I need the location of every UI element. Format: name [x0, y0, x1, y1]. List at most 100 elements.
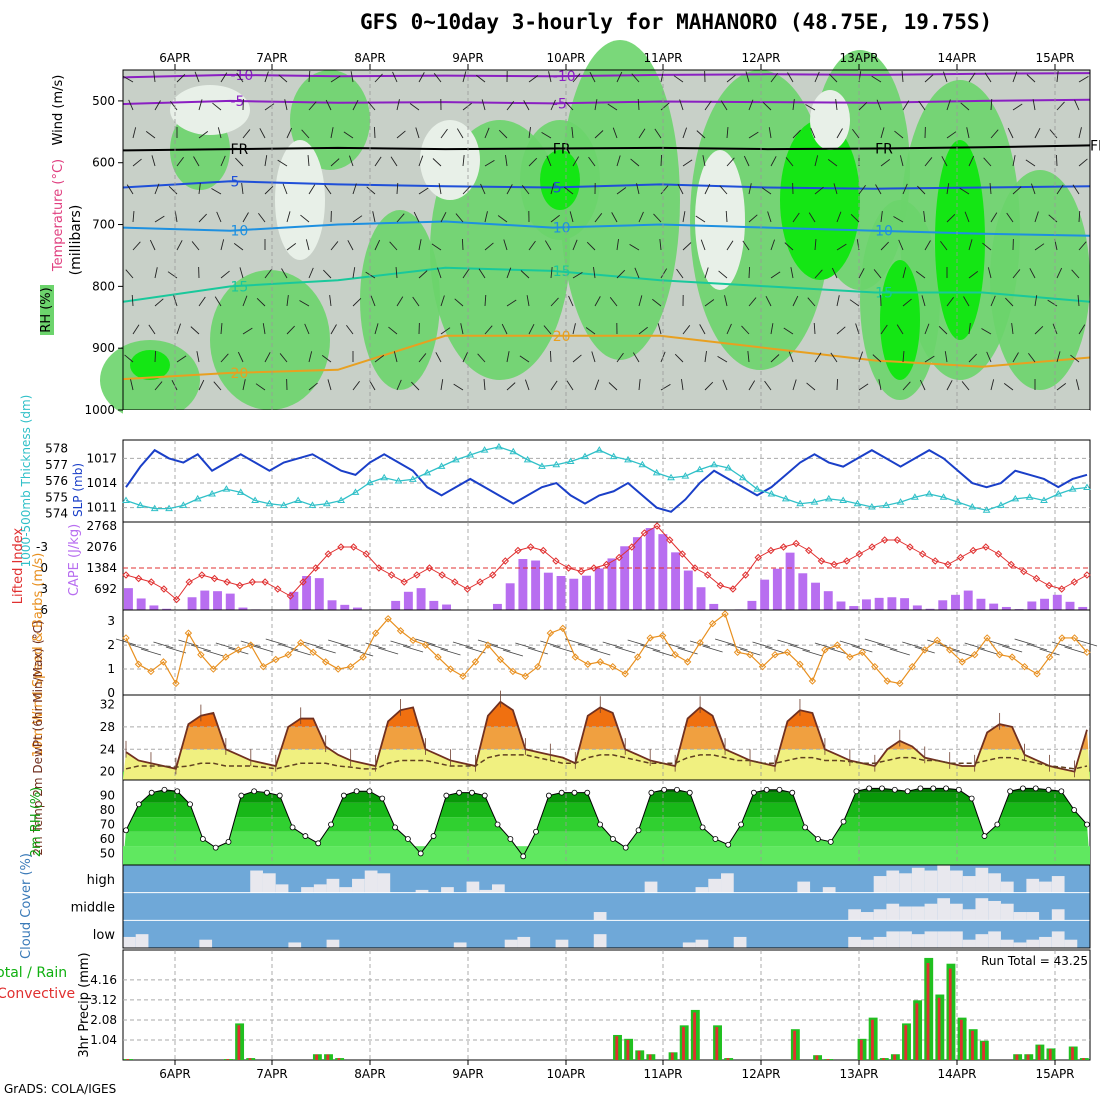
rh-legend-swatch: [40, 285, 54, 335]
wind-barb-10m: [702, 645, 723, 653]
wind-barb: [611, 212, 618, 223]
wind-barb: [241, 183, 244, 195]
wind-barb: [586, 241, 596, 251]
wind-barb: [550, 183, 555, 195]
wind-barb: [634, 267, 640, 279]
wind-barb: [1028, 352, 1036, 363]
wind-barb: [564, 186, 574, 195]
wind-barb: [456, 128, 464, 139]
wind-barb-10m: [1076, 639, 1098, 647]
precip-convective-bar: [904, 1025, 908, 1060]
thickness-marker: [423, 468, 432, 476]
cloud-low-bar: [682, 942, 696, 948]
wind-barb-10m: [390, 640, 411, 648]
lifted-marker: [754, 553, 762, 562]
wind-barb: [836, 243, 847, 251]
cape-bar: [543, 572, 553, 610]
wind-barb: [148, 324, 156, 335]
cape-bar: [709, 603, 719, 610]
cloud-middle-bar: [873, 909, 887, 921]
wind-barb: [902, 351, 905, 363]
wind-barb: [154, 215, 165, 223]
cloud-low-bar: [504, 939, 518, 948]
wind-barb: [982, 242, 992, 251]
cloud-middle-bar: [1000, 903, 1014, 921]
cloud-high-bar: [326, 878, 340, 893]
wind-barb: [264, 71, 269, 83]
lifted-index-line: [125, 525, 1088, 601]
cape-tick: 1384: [86, 561, 117, 575]
wind-barb: [484, 211, 488, 223]
wind-barb: [959, 187, 970, 195]
cape-bar: [200, 590, 210, 610]
cape-bar: [340, 604, 350, 610]
wind-barb: [277, 159, 288, 167]
wind-marker: [958, 658, 966, 666]
wind-barb-10m: [565, 638, 586, 646]
lifted-marker: [349, 543, 358, 551]
wind-barb: [236, 72, 244, 83]
wind-barb-10m: [502, 649, 524, 657]
wind-barb: [637, 98, 640, 111]
lifted-marker: [337, 543, 345, 551]
lifted-marker: [906, 543, 914, 551]
cape-bar: [607, 558, 617, 610]
wind-barb-10m: [540, 640, 561, 648]
wind-barb: [299, 300, 310, 307]
lifted-marker: [615, 553, 623, 562]
wind-barb: [831, 267, 838, 279]
wind-barb: [370, 295, 376, 307]
wind-barb: [286, 127, 293, 139]
precip-tick: 3.12: [90, 993, 117, 1007]
cloud-high-bar: [1026, 878, 1040, 893]
cape-bar: [836, 601, 846, 610]
wind-barb: [616, 187, 627, 195]
wind-barb: [588, 156, 596, 167]
slp-axis-label: SLP (mb): [71, 463, 85, 517]
precip-convective-bar: [315, 1054, 319, 1060]
thickness-marker: [279, 501, 288, 508]
wind-barb: [699, 324, 706, 335]
wind-barb: [198, 379, 205, 391]
wind-barb: [616, 239, 619, 251]
cape-bar: [823, 591, 833, 610]
thickness-marker: [968, 503, 977, 510]
wind-barb: [565, 101, 574, 111]
wind-barb: [770, 271, 781, 279]
wind-barb: [194, 71, 200, 83]
wind-barb: [374, 323, 379, 335]
wind-barb: [659, 239, 662, 251]
cloud-low-bar: [950, 931, 963, 948]
legend-wind: Wind (m/s): [51, 75, 66, 146]
precip-convective-bar: [1071, 1047, 1074, 1060]
wind-barb: [216, 211, 222, 223]
thickness-marker: [609, 452, 618, 460]
lifted-marker: [122, 571, 130, 579]
cloud-low-bar: [1026, 939, 1040, 948]
wind-marker: [184, 629, 193, 637]
wind-barb: [724, 295, 728, 307]
wind-barb: [550, 297, 559, 307]
cape-bar: [976, 598, 986, 610]
wind-marker: [346, 662, 355, 671]
lifted-marker: [514, 546, 522, 555]
date-label-bottom: 9APR: [452, 1067, 483, 1081]
precip-convective-bar: [326, 1054, 330, 1060]
cape-bar: [1052, 594, 1062, 610]
wind-barb: [352, 267, 356, 279]
wind-marker: [1045, 653, 1054, 661]
wind-marker: [546, 629, 555, 637]
wind-barb: [660, 185, 669, 195]
rh-marker: [1058, 788, 1065, 795]
wind-barb: [483, 379, 486, 391]
wind-marker: [434, 653, 442, 661]
cloud-low-bar: [1039, 936, 1052, 948]
wind-barb: [242, 379, 246, 391]
cloud-low-bar: [1051, 931, 1065, 948]
wind-barb: [308, 382, 318, 391]
cape-bar: [696, 587, 706, 610]
wind-barb: [281, 268, 288, 279]
contour-label: 10: [875, 224, 893, 240]
wind-barb: [616, 71, 623, 83]
wind-barb: [323, 269, 332, 279]
